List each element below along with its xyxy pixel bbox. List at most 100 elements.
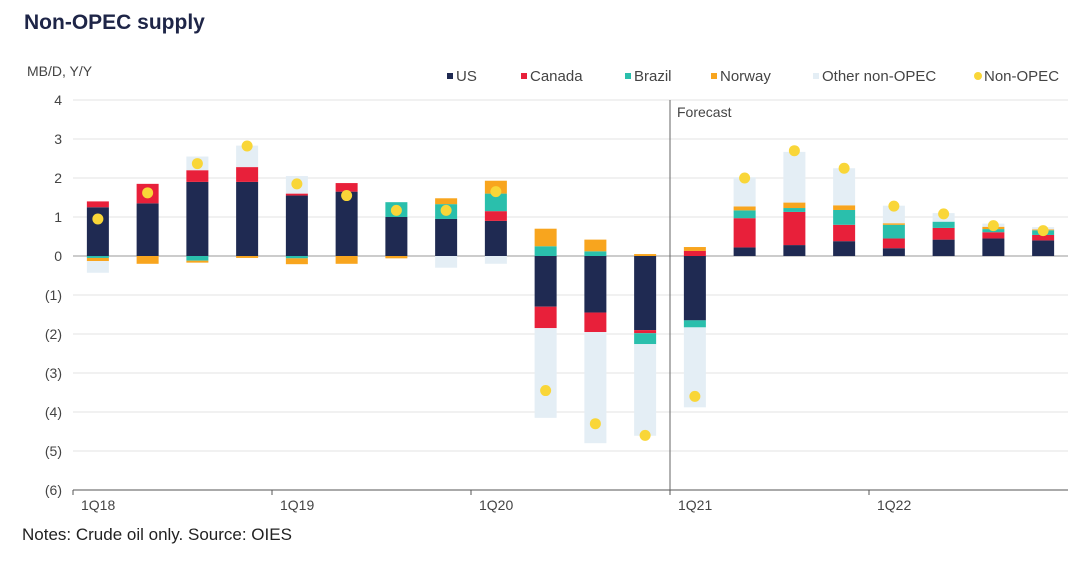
legend-marker — [813, 73, 819, 79]
non-opec-point — [938, 208, 950, 220]
legend-marker — [447, 73, 453, 79]
bar-norway — [335, 256, 358, 264]
bar-canada — [584, 312, 607, 333]
bar-us — [86, 207, 109, 256]
bar-other-non-opec — [833, 168, 856, 206]
y-tick-label: (4) — [45, 404, 62, 420]
legend-label: Norway — [720, 68, 771, 85]
non-opec-point — [142, 187, 154, 199]
y-tick-label: (1) — [45, 287, 62, 303]
non-opec-point — [241, 140, 253, 152]
bar-other-non-opec — [236, 145, 259, 168]
non-opec-point — [987, 220, 999, 232]
y-tick-label: (6) — [45, 482, 62, 498]
non-opec-point — [490, 186, 502, 198]
bar-us — [285, 195, 308, 256]
bar-canada — [882, 238, 905, 249]
non-opec-point — [639, 429, 651, 441]
non-opec-point — [291, 178, 303, 190]
bar-brazil — [833, 209, 856, 225]
legend-label: Other non-OPEC — [822, 68, 936, 85]
x-tick-label: 1Q18 — [81, 497, 115, 513]
axes — [72, 100, 1068, 495]
x-tick-label: 1Q19 — [280, 497, 314, 513]
non-opec-point — [540, 385, 552, 397]
bar-brazil — [783, 208, 806, 212]
bar-brazil — [534, 246, 557, 256]
bar-us — [1032, 240, 1055, 256]
non-opec-point — [92, 213, 104, 225]
bar-norway — [882, 223, 905, 225]
y-tick-label: 2 — [54, 170, 62, 186]
bar-canada — [783, 211, 806, 246]
bar-norway — [584, 239, 607, 252]
bar-us — [435, 218, 458, 256]
y-tick-label: (3) — [45, 365, 62, 381]
notes: Notes: Crude oil only. Source: OIES — [22, 525, 292, 544]
y-axis-label: MB/D, Y/Y — [27, 63, 93, 79]
y-tick-label: 0 — [54, 248, 62, 264]
bar-us — [484, 220, 507, 256]
non-opec-point — [191, 158, 203, 170]
legend-label: Brazil — [634, 68, 672, 85]
y-tick-label: 4 — [54, 92, 62, 108]
bar-us — [833, 241, 856, 256]
bar-canada — [932, 227, 955, 240]
bar-us — [982, 238, 1005, 256]
bar-other-non-opec — [733, 177, 756, 207]
bar-canada — [982, 232, 1005, 239]
bar-norway — [136, 256, 159, 264]
gridlines — [73, 99, 1068, 491]
bar-norway — [285, 258, 308, 265]
bar-norway — [534, 228, 557, 247]
non-opec-point — [1037, 225, 1049, 237]
bar-us — [534, 256, 557, 307]
non-opec-point — [589, 418, 601, 430]
bar-other-non-opec — [534, 328, 557, 418]
x-tick-label: 1Q20 — [479, 497, 513, 513]
legend: US Canada Brazil Norway Other non-OPEC Non-OP… — [447, 68, 1059, 85]
non-opec-point — [838, 162, 850, 174]
bar-norway — [683, 247, 706, 251]
x-tick-label: 1Q21 — [678, 497, 712, 513]
bar-norway — [733, 206, 756, 211]
bar-other-non-opec — [435, 256, 458, 268]
y-tick-label: 3 — [54, 131, 62, 147]
bar-us — [186, 181, 209, 256]
bars — [86, 145, 1055, 444]
bar-canada — [285, 193, 308, 196]
bar-brazil — [285, 256, 308, 259]
bar-other-non-opec — [484, 256, 507, 264]
bar-canada — [484, 211, 507, 221]
bar-canada — [683, 250, 706, 256]
non-opec-point — [689, 390, 701, 402]
bar-us — [584, 256, 607, 313]
scatter-points — [92, 140, 1049, 441]
bar-other-non-opec — [634, 344, 657, 436]
bar-us — [136, 203, 159, 256]
chart-title: Non-OPEC supply — [24, 11, 205, 34]
bar-us — [783, 245, 806, 256]
bar-us — [634, 256, 657, 331]
bar-norway — [783, 202, 806, 209]
bar-norway — [833, 205, 856, 210]
bar-canada — [86, 201, 109, 208]
bar-other-non-opec — [882, 205, 905, 224]
bar-us — [335, 191, 358, 256]
bar-brazil — [882, 224, 905, 239]
non-opec-point — [390, 204, 402, 216]
bar-us — [733, 247, 756, 256]
bar-canada — [1032, 234, 1055, 241]
bar-brazil — [584, 251, 607, 256]
bar-other-non-opec — [584, 332, 607, 444]
non-opec-point — [788, 145, 800, 157]
bar-brazil — [186, 256, 209, 261]
bar-brazil — [484, 193, 507, 212]
non-opec-point — [341, 190, 353, 202]
legend-label: US — [456, 68, 477, 85]
bar-canada — [186, 170, 209, 182]
bar-canada — [634, 330, 657, 334]
forecast-label: Forecast — [677, 104, 732, 120]
bar-other-non-opec — [86, 261, 109, 273]
x-tick-label: 1Q22 — [877, 497, 911, 513]
